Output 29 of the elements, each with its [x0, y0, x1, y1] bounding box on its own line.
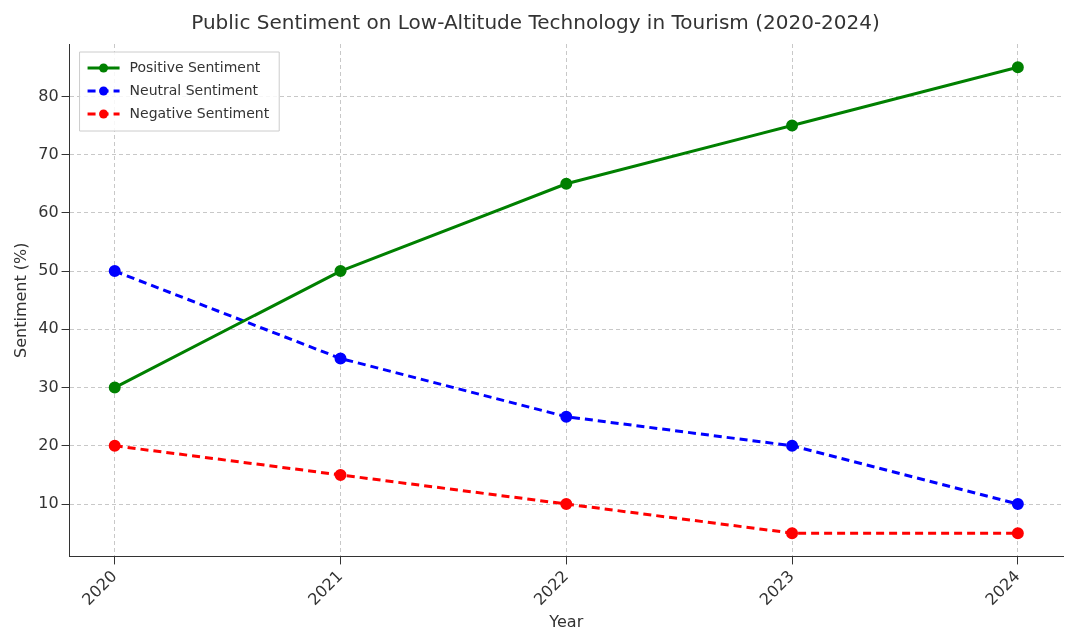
y-tick-label: 40 — [38, 318, 59, 338]
y-tick-label: 20 — [38, 434, 59, 454]
y-tick-label: 10 — [38, 493, 59, 513]
point — [560, 410, 573, 423]
legend-label: Negative Sentiment — [129, 104, 270, 121]
point — [108, 265, 121, 278]
legend-label: Neutral Sentiment — [129, 81, 259, 98]
point — [786, 439, 799, 452]
point — [1011, 61, 1024, 74]
point — [334, 352, 347, 365]
y-tick-label: 50 — [38, 260, 59, 280]
point — [560, 498, 573, 511]
y-axis-title: Sentiment (%) — [10, 242, 30, 358]
y-tick-label: 80 — [38, 85, 59, 105]
legend-label: Positive Sentiment — [129, 58, 261, 75]
point — [108, 439, 121, 452]
chart-title: Public Sentiment on Low-Altitude Technology in Tourism (2020-2024) — [191, 10, 880, 35]
point — [334, 265, 347, 278]
point — [334, 468, 347, 481]
point — [1011, 527, 1024, 540]
point — [786, 527, 799, 540]
y-tick-label: 60 — [38, 202, 59, 222]
x-axis-title: Year — [548, 611, 584, 631]
point — [560, 177, 573, 190]
point — [786, 119, 799, 132]
y-tick-label: 70 — [38, 143, 59, 163]
point — [1011, 498, 1024, 511]
y-tick-label: 30 — [38, 376, 59, 396]
point — [108, 381, 121, 394]
